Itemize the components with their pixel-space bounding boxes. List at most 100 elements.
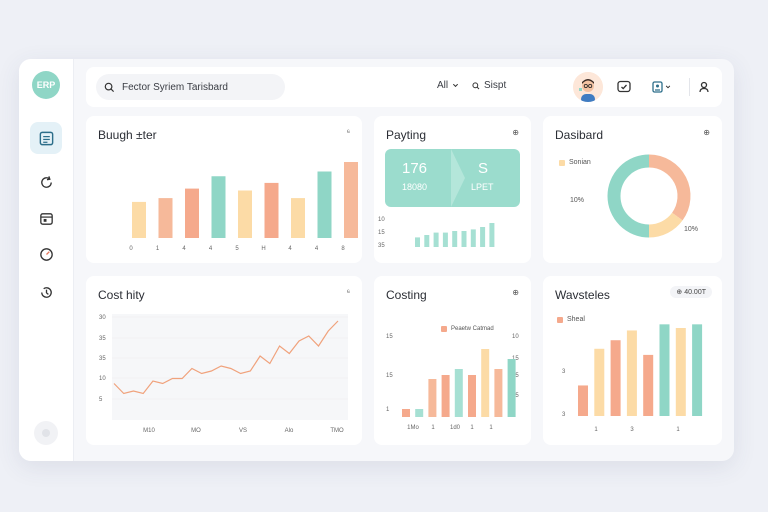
- topbar-divider: [689, 78, 690, 96]
- refresh-icon: [40, 175, 52, 188]
- x-tick-label: 4: [288, 246, 292, 252]
- bar: [158, 198, 173, 238]
- legend-label: Sonian: [569, 159, 591, 166]
- stat-banner: 176 18080 S LPET: [385, 149, 520, 207]
- cost-line-chart: 30 35 35 10 5 M10 MO VS Alo TMO: [99, 314, 348, 434]
- x-tick-label: 1: [156, 246, 160, 252]
- x-tick-label: 4: [209, 246, 213, 252]
- x-tick-label: 1: [489, 425, 493, 431]
- card-menu-button[interactable]: ⁶: [346, 128, 350, 137]
- avatar[interactable]: [573, 72, 603, 102]
- card-title: Wavsteles: [555, 288, 610, 302]
- card-title: Buugh ±ter: [98, 128, 157, 142]
- search-bar[interactable]: [96, 74, 285, 100]
- bar: [402, 409, 410, 417]
- y-tick-label: 10: [512, 334, 519, 340]
- app-window: ERP All Sispt: [19, 59, 734, 461]
- x-tick-label: 1: [470, 425, 474, 431]
- budget-bar-chart: 0 1 4 4 5 H 4 4 8: [129, 162, 358, 252]
- bar: [481, 349, 490, 417]
- account-button[interactable]: [695, 78, 713, 96]
- card-menu-button[interactable]: ⊕ 40.00T: [670, 286, 712, 298]
- search-icon: [104, 82, 115, 92]
- x-tick-label: 3: [630, 427, 634, 433]
- card-menu-button[interactable]: ⁶: [346, 288, 350, 297]
- costing-card: Costing ⊕ Peaetw Catmad 15 15 1 10 15 35 35 1Mo…: [374, 276, 531, 445]
- y-tick-label: 5: [99, 397, 103, 403]
- budget-card: Buugh ±ter ⁶ 0 1 4 4 5 H 4 4 8: [86, 116, 362, 263]
- sidebar-item-performance[interactable]: [30, 238, 62, 270]
- bar: [578, 385, 588, 416]
- sidebar-item-documents[interactable]: [30, 122, 62, 154]
- series-line: [113, 320, 339, 395]
- filter-label: All: [437, 80, 449, 91]
- bar: [659, 324, 670, 416]
- sidebar-item-refresh[interactable]: [30, 166, 62, 198]
- bar: [428, 379, 437, 417]
- calendar-icon: [39, 212, 53, 225]
- legend-label: Peaetw Catmad: [451, 326, 494, 332]
- x-tick-label: TMO: [330, 428, 344, 434]
- paying-bar-chart: 10 15 35: [378, 217, 495, 249]
- stat2-main: S: [478, 160, 489, 177]
- card-menu-button[interactable]: ⊕: [703, 128, 710, 137]
- bar: [238, 190, 252, 238]
- donut-slice: [648, 212, 683, 238]
- cost-card: Cost hity ⁶ 30 35 35 10 5 M10 MO VS Alo TMO: [86, 276, 362, 445]
- y-tick-label: 1: [386, 407, 390, 413]
- x-tick-label: 1: [431, 425, 435, 431]
- card-menu-button[interactable]: ⊕: [512, 128, 519, 137]
- topbar: All Sispt: [86, 67, 722, 107]
- search-icon: [472, 81, 480, 89]
- y-tick-label: 35: [512, 373, 519, 379]
- y-tick-label: 15: [386, 334, 393, 340]
- sidebar-item-calendar[interactable]: [30, 202, 62, 234]
- sidebar: ERP: [19, 59, 74, 461]
- y-tick-label: 10: [99, 376, 106, 382]
- legend: Peaetw Catmad: [441, 326, 494, 332]
- x-tick-label: 1: [594, 427, 598, 433]
- sidebar-item-history[interactable]: [30, 276, 62, 308]
- legend-swatch: [559, 159, 565, 166]
- wavsteles-bar-chart: 3 3 1 3 1: [562, 324, 703, 433]
- donut-slice: [648, 154, 691, 221]
- gauge-icon: [39, 247, 53, 261]
- circle-icon: [42, 429, 50, 437]
- bar: [433, 232, 439, 247]
- bar: [626, 330, 637, 416]
- user-avatar-icon: [573, 72, 603, 102]
- bar: [507, 359, 516, 417]
- y-tick-label: 10: [378, 217, 385, 223]
- legend: Sonian: [559, 159, 591, 166]
- y-tick-label: 35: [99, 356, 106, 362]
- x-tick-label: MO: [191, 428, 201, 434]
- bar: [470, 229, 476, 247]
- bar: [424, 235, 430, 247]
- card-menu-button[interactable]: ⊕: [512, 288, 519, 297]
- bar: [291, 198, 305, 238]
- legend-swatch: [441, 326, 447, 332]
- chat-icon: [617, 80, 631, 93]
- bar: [494, 369, 503, 417]
- clock-icon: [40, 286, 52, 298]
- card-title: Cost hity: [98, 288, 145, 302]
- logo[interactable]: ERP: [32, 71, 60, 99]
- bar: [317, 171, 332, 238]
- stat2-sub: LPET: [471, 182, 494, 192]
- filter-dropdown[interactable]: All: [437, 80, 459, 91]
- search-button[interactable]: Sispt: [472, 80, 506, 91]
- settings-button[interactable]: [34, 421, 58, 445]
- profile-dropdown[interactable]: [648, 78, 674, 96]
- chat-button[interactable]: [615, 78, 633, 96]
- y-tick-label: 35: [378, 243, 385, 249]
- y-tick-label: 15: [386, 373, 393, 379]
- donut-slice: [607, 154, 650, 238]
- x-tick-label: 5: [235, 246, 239, 252]
- search-input[interactable]: [122, 81, 272, 93]
- bar: [643, 354, 654, 416]
- chevron-down-icon: [453, 83, 459, 88]
- card-title: Payting: [386, 128, 427, 142]
- y-tick-label: 3: [562, 412, 566, 418]
- bar: [452, 231, 458, 247]
- stat-main: 176: [402, 160, 428, 177]
